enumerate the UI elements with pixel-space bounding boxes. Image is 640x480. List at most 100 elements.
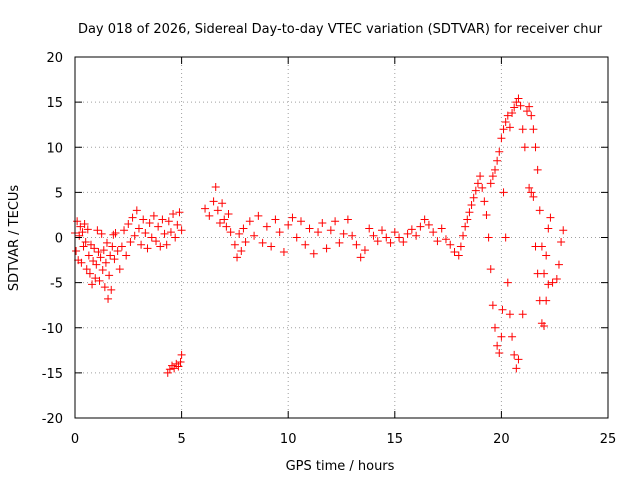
data-point xyxy=(360,246,369,255)
data-point xyxy=(222,222,231,231)
data-point xyxy=(275,228,284,237)
data-point xyxy=(465,208,474,217)
data-point xyxy=(309,249,318,258)
data-point xyxy=(78,228,87,237)
data-point xyxy=(454,251,463,260)
data-point xyxy=(177,226,186,235)
y-tick-label: 5 xyxy=(55,186,63,201)
data-point xyxy=(508,108,517,117)
data-point xyxy=(433,237,442,246)
data-point xyxy=(77,258,86,267)
data-point xyxy=(201,204,210,213)
data-point xyxy=(386,238,395,247)
data-point xyxy=(109,230,118,239)
data-point xyxy=(508,332,517,341)
data-point xyxy=(267,242,276,251)
data-point xyxy=(88,280,97,289)
data-point xyxy=(322,244,331,253)
data-point xyxy=(86,240,95,249)
data-point xyxy=(527,111,536,120)
data-point xyxy=(493,156,502,165)
data-point xyxy=(90,244,99,253)
data-point xyxy=(335,238,344,247)
data-point xyxy=(122,251,131,260)
axis-ticks: 0 5 10 15 20 25 -20 -15 -10 -5 0 5 10 15 20 xyxy=(42,51,617,447)
data-point xyxy=(437,224,446,233)
x-axis-label: GPS time / hours xyxy=(286,459,395,474)
data-point xyxy=(399,238,408,247)
data-point xyxy=(239,224,248,233)
data-point xyxy=(407,225,416,234)
data-point xyxy=(459,231,468,240)
data-point xyxy=(96,253,105,262)
data-point xyxy=(211,182,220,191)
data-point xyxy=(174,362,183,371)
data-point xyxy=(446,240,455,249)
data-point xyxy=(83,225,92,234)
data-point xyxy=(467,201,476,210)
data-point xyxy=(98,265,107,274)
data-point xyxy=(510,350,519,359)
data-point xyxy=(525,183,534,192)
data-point xyxy=(499,188,508,197)
data-point xyxy=(488,172,497,181)
data-point xyxy=(552,275,561,284)
data-point xyxy=(531,143,540,152)
data-point xyxy=(525,102,534,111)
data-point xyxy=(296,217,305,226)
x-tick-label: 20 xyxy=(493,432,510,447)
y-tick-label: -20 xyxy=(42,412,63,427)
data-point xyxy=(230,240,239,249)
data-point xyxy=(224,210,233,219)
data-point xyxy=(416,222,425,231)
data-point xyxy=(348,231,357,240)
data-point xyxy=(75,231,84,240)
data-point xyxy=(535,206,544,215)
data-point xyxy=(226,228,235,237)
data-point xyxy=(145,219,154,228)
data-point xyxy=(95,276,104,285)
data-point xyxy=(542,296,551,305)
data-point xyxy=(456,242,465,251)
data-point xyxy=(412,231,421,240)
x-tick-label: 25 xyxy=(600,432,617,447)
data-point xyxy=(105,271,114,280)
data-point xyxy=(463,215,472,224)
data-point xyxy=(124,219,133,228)
data-point xyxy=(84,251,93,260)
data-point xyxy=(107,285,116,294)
data-point xyxy=(89,256,98,265)
data-point xyxy=(235,229,244,238)
data-point xyxy=(170,364,179,373)
data-point xyxy=(262,222,271,231)
data-point xyxy=(79,242,88,251)
data-point xyxy=(461,222,470,231)
data-point xyxy=(403,229,412,238)
data-point xyxy=(533,165,542,174)
data-point xyxy=(102,238,111,247)
data-point xyxy=(514,355,523,364)
data-point xyxy=(512,364,521,373)
data-point xyxy=(331,217,340,226)
data-point xyxy=(141,228,150,237)
data-point xyxy=(533,269,542,278)
data-point xyxy=(326,226,335,235)
data-point xyxy=(85,269,94,278)
data-point xyxy=(531,242,540,251)
data-point xyxy=(82,265,91,274)
data-point xyxy=(501,117,510,126)
data-point xyxy=(120,226,129,235)
data-point xyxy=(176,358,185,367)
data-point xyxy=(126,238,135,247)
data-point xyxy=(97,229,106,238)
data-point xyxy=(165,365,174,374)
data-point xyxy=(205,211,214,220)
data-point xyxy=(471,186,480,195)
data-point xyxy=(218,199,227,208)
data-point xyxy=(493,341,502,350)
data-point xyxy=(160,229,169,238)
data-point xyxy=(213,206,222,215)
data-point xyxy=(505,310,514,319)
data-point xyxy=(497,332,506,341)
data-point xyxy=(495,147,504,156)
